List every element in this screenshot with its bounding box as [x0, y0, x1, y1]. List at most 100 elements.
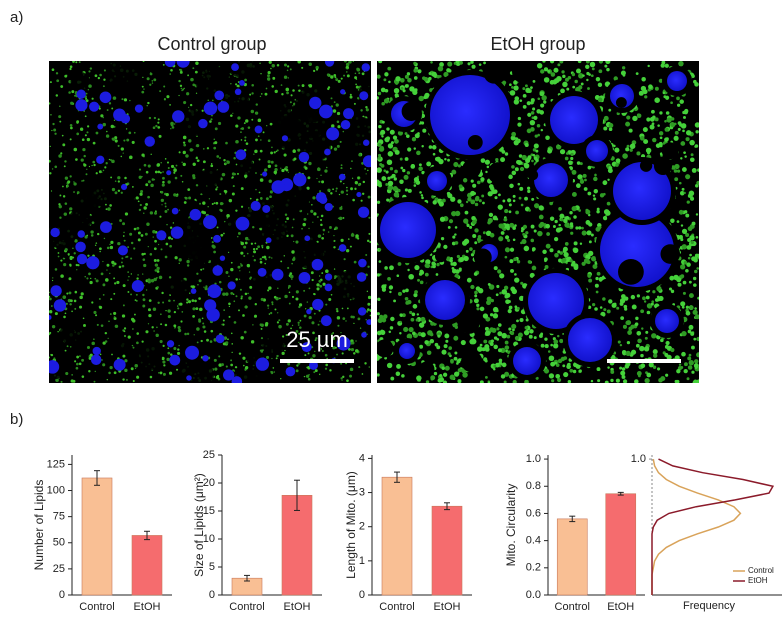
mito-dot — [120, 147, 124, 151]
mito-dot — [203, 148, 205, 150]
mito-dot — [132, 319, 136, 323]
mito-dot — [199, 202, 202, 205]
mito-dot — [494, 196, 498, 200]
dark-region — [473, 248, 492, 267]
mito-dot — [410, 164, 416, 169]
mito-dot — [613, 76, 619, 81]
mito-dot — [92, 141, 96, 145]
mito-dot — [244, 305, 247, 309]
mito-dot — [470, 284, 475, 290]
mito-dot — [694, 82, 699, 87]
mito-dot — [238, 309, 240, 312]
mito-dot — [549, 80, 555, 85]
dark-region — [377, 339, 394, 358]
mito-dot — [418, 163, 422, 167]
mito-dot — [390, 316, 395, 322]
mito-dot — [404, 157, 409, 161]
dark-region — [419, 361, 435, 377]
mito-dot — [178, 151, 181, 154]
mito-dot — [189, 148, 194, 152]
mito-dot — [144, 232, 148, 236]
mito-dot — [454, 325, 459, 329]
mito-dot — [254, 242, 257, 245]
mito-dot — [78, 362, 82, 366]
mito-dot — [470, 61, 474, 64]
mito-dot — [591, 67, 595, 71]
mito-dot — [404, 188, 408, 192]
mito-dot — [429, 339, 435, 344]
mito-dot — [160, 248, 163, 251]
mito-dot — [260, 93, 263, 95]
mito-dot — [167, 347, 170, 350]
mito-dot — [355, 83, 357, 86]
mito-dot — [573, 263, 579, 269]
mito-dot — [582, 173, 587, 178]
mito-dot — [266, 245, 270, 250]
mito-dot — [350, 187, 353, 191]
mito-dot — [59, 105, 61, 108]
mito-dot — [646, 117, 651, 122]
mito-dot — [566, 87, 570, 91]
mito-dot — [389, 265, 394, 271]
mito-dot — [288, 291, 291, 294]
mito-dot — [178, 209, 181, 211]
mito-dot — [536, 109, 541, 114]
mito-dot — [677, 282, 682, 287]
mito-dot — [697, 296, 699, 300]
mito-dot — [688, 280, 692, 284]
mito-dot — [51, 305, 53, 307]
mito-dot — [149, 83, 152, 86]
mito-dot — [496, 284, 500, 289]
mito-dot — [336, 111, 341, 116]
mito-dot — [606, 309, 611, 314]
mito-dot — [385, 170, 389, 174]
mito-dot — [377, 153, 382, 157]
lipid-droplet — [312, 298, 324, 311]
mito-dot — [544, 265, 549, 269]
mito-dot — [320, 348, 323, 350]
mito-dot — [449, 374, 455, 380]
mito-dot — [247, 126, 251, 129]
mito-dot — [377, 142, 382, 147]
mito-dot — [254, 111, 259, 115]
mito-dot — [378, 248, 382, 251]
mito-dot — [575, 226, 579, 230]
mito-dot — [176, 368, 179, 371]
mito-dot — [88, 77, 90, 79]
mito-dot — [284, 213, 288, 217]
mito-dot — [273, 151, 276, 154]
mito-dot — [545, 135, 550, 141]
mito-dot — [196, 341, 199, 344]
mito-dot — [224, 162, 226, 165]
mito-dot — [656, 295, 660, 299]
mito-dot — [693, 283, 697, 287]
mito-dot — [586, 78, 589, 82]
mito-dot — [572, 369, 577, 374]
mito-dot — [393, 191, 400, 198]
mito-dot — [164, 202, 167, 205]
lipid-droplet — [301, 342, 312, 353]
mito-dot — [59, 120, 62, 123]
mito-dot — [387, 180, 394, 187]
mito-dot — [99, 250, 101, 253]
mito-dot — [582, 74, 585, 77]
mito-dot — [160, 313, 162, 316]
mito-dot — [106, 263, 110, 267]
mito-dot — [570, 224, 574, 228]
mito-dot — [68, 277, 72, 281]
mito-dot — [168, 299, 171, 303]
lipid-droplet — [254, 125, 263, 134]
lipid-droplet — [362, 155, 371, 168]
mito-dot — [424, 340, 429, 345]
mito-dot — [340, 77, 343, 80]
mito-dot — [343, 61, 347, 63]
mito-dot — [514, 335, 520, 341]
mito-dot — [519, 166, 525, 172]
mito-dot — [272, 76, 276, 80]
mito-dot — [240, 131, 242, 133]
mito-dot — [583, 258, 590, 264]
y-tick-label: 0.6 — [526, 507, 541, 519]
lipid-droplet — [356, 192, 362, 198]
mito-dot — [606, 67, 610, 72]
mito-dot — [634, 322, 639, 326]
